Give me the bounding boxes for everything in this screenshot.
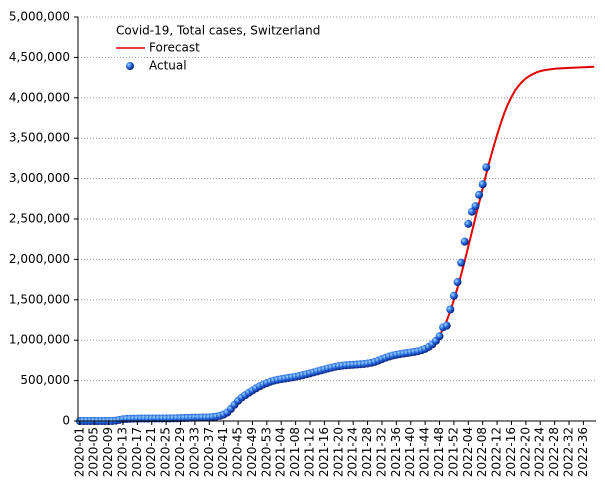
x-tick-label: 2021-52 (446, 427, 460, 477)
x-tick-label: 2020-53 (259, 427, 273, 477)
y-tick-label: 3,000,000 (9, 171, 70, 185)
x-tick-label: 2022-24 (533, 427, 547, 477)
actual-point (435, 332, 444, 341)
x-tick-label: 2020-01 (72, 427, 86, 477)
x-tick-label: 2021-20 (331, 427, 345, 477)
x-tick-label: 2021-48 (432, 427, 446, 477)
x-tick-label: 2021-08 (288, 427, 302, 477)
actual-point (471, 202, 480, 211)
actual-point (453, 278, 462, 287)
actual-point (457, 258, 466, 267)
x-tick-label: 2020-13 (115, 427, 129, 477)
x-tick-label: 2021-12 (303, 427, 317, 477)
x-tick-label: 2021-44 (418, 427, 432, 477)
y-tick-label: 2,000,000 (9, 252, 70, 266)
y-tick-label: 4,000,000 (9, 90, 70, 104)
legend-label: Actual (149, 59, 187, 73)
actual-point (442, 321, 451, 330)
x-tick-label: 2022-08 (475, 427, 489, 477)
x-tick-label: 2020-49 (245, 427, 259, 477)
x-tick-label: 2021-16 (317, 427, 331, 477)
actual-point (460, 237, 469, 246)
x-tick-label: 2021-24 (346, 427, 360, 477)
y-tick-label: 1,500,000 (9, 292, 70, 306)
chart-title: Covid-19, Total cases, Switzerland (116, 24, 320, 38)
y-tick-label: 4,500,000 (9, 50, 70, 64)
x-tick-label: 2020-45 (231, 427, 245, 477)
x-tick-label: 2021-32 (374, 427, 388, 477)
x-tick-label: 2021-28 (360, 427, 374, 477)
y-tick-label: 2,500,000 (9, 212, 70, 226)
x-tick-label: 2020-29 (173, 427, 187, 477)
x-tick-label: 2022-28 (547, 427, 561, 477)
actual-point (482, 163, 491, 172)
legend: Covid-19, Total cases, Switzerland Forec… (116, 24, 320, 73)
actual-point (475, 190, 484, 199)
y-tick-label: 500,000 (20, 373, 70, 387)
y-tick-label: 0 (62, 414, 70, 428)
x-tick-label: 2021-40 (403, 427, 417, 477)
x-tick-label: 2022-32 (562, 427, 576, 477)
x-tick-label: 2022-16 (504, 427, 518, 477)
x-tick-label: 2020-33 (187, 427, 201, 477)
x-tick-label: 2021-04 (274, 427, 288, 477)
actual-point (478, 180, 487, 189)
x-tick-label: 2020-09 (101, 427, 115, 477)
y-tick-label: 3,500,000 (9, 131, 70, 145)
plot (75, 65, 595, 425)
x-tick-label: 2020-17 (130, 427, 144, 477)
grid (78, 16, 596, 422)
x-tick-label: 2021-36 (389, 427, 403, 477)
x-tick-label: 2022-36 (576, 427, 590, 477)
legend-marker (126, 62, 134, 70)
actual-point (464, 219, 473, 228)
x-tick-label: 2020-37 (202, 427, 216, 477)
y-tick-label: 1,000,000 (9, 333, 70, 347)
legend-label: Forecast (149, 41, 200, 55)
x-tick-label: 2020-21 (144, 427, 158, 477)
actual-point (446, 305, 455, 314)
actual-point (449, 291, 458, 300)
x-tick-label: 2020-41 (216, 427, 230, 477)
x-tick-label: 2022-04 (461, 427, 475, 477)
x-tick-label: 2022-12 (490, 427, 504, 477)
x-tick-label: 2020-25 (159, 427, 173, 477)
x-tick-label: 2020-05 (87, 427, 101, 477)
y-tick-label: 5,000,000 (9, 10, 70, 24)
x-tick-label: 2022-20 (518, 427, 532, 477)
